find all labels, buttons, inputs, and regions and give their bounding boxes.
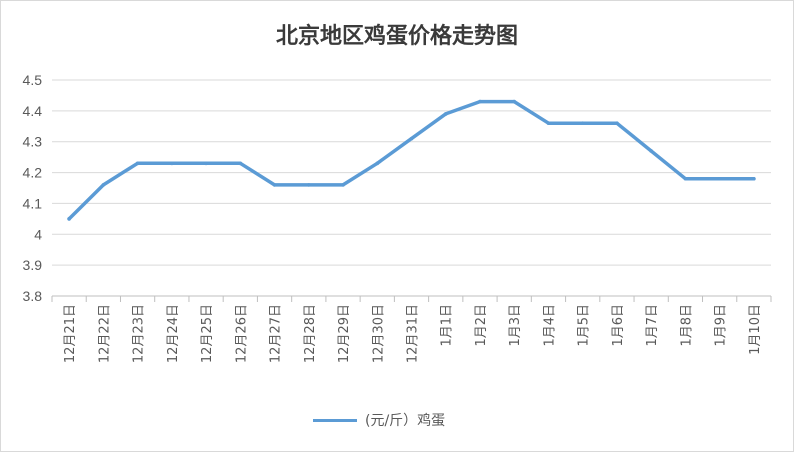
legend-swatch	[313, 418, 357, 422]
data-point	[649, 149, 653, 153]
x-tick-label: 1月2日	[474, 304, 489, 347]
chart-title: 北京地区鸡蛋价格走势图	[275, 24, 518, 49]
legend: (元/斤）鸡蛋	[313, 409, 445, 431]
data-point	[306, 183, 311, 187]
y-tick-label: 4.1	[23, 195, 43, 211]
y-tick-label: 4.4	[23, 103, 43, 119]
data-point	[341, 183, 345, 187]
series-line	[67, 99, 756, 221]
y-tick-label: 4	[34, 226, 42, 242]
data-point	[67, 217, 71, 221]
x-tick-label: 12月27日	[269, 304, 284, 363]
data-point	[238, 161, 243, 166]
data-point	[272, 183, 277, 187]
x-tick-label: 12月28日	[303, 304, 318, 363]
x-tick-label: 12月24日	[166, 304, 181, 363]
x-tick-label: 1月9日	[714, 304, 729, 347]
x-tick-label: 12月31日	[406, 304, 421, 363]
x-tick-label: 12月29日	[337, 304, 352, 363]
x-tick-label: 1月3日	[508, 304, 523, 347]
data-point	[375, 161, 380, 166]
y-tick-label: 4.2	[23, 165, 43, 181]
data-point	[204, 161, 208, 166]
data-point	[101, 183, 106, 187]
legend-label: (元/斤）鸡蛋	[365, 413, 446, 429]
data-point	[546, 121, 551, 125]
x-axis	[51, 296, 772, 302]
x-tick-label: 1月5日	[577, 304, 592, 347]
data-point	[717, 176, 722, 181]
y-axis-ticks: 3.8 3.9 4 4.1 4.2 4.3 4.4 4.5	[23, 72, 43, 304]
y-tick-label: 3.9	[23, 257, 43, 273]
x-axis-ticks: 12月21日 12月22日 12月23日 12月24日 12月25日 12月26日 12月2…	[63, 304, 763, 363]
data-point	[443, 112, 448, 116]
x-tick-label: 12月30日	[371, 304, 386, 363]
x-tick-label: 1月4日	[542, 304, 557, 347]
data-point	[615, 121, 619, 125]
series-group	[67, 99, 756, 221]
x-tick-label: 12月23日	[132, 304, 147, 363]
data-point	[170, 161, 174, 166]
gridlines	[52, 79, 771, 297]
x-tick-label: 12月21日	[63, 304, 78, 363]
x-tick-label: 1月7日	[645, 304, 660, 347]
x-tick-label: 1月1日	[440, 304, 455, 347]
data-point	[135, 161, 140, 166]
x-tick-label: 12月25日	[200, 304, 215, 363]
data-point	[409, 136, 414, 141]
y-tick-label: 4.3	[23, 134, 43, 150]
data-point	[512, 99, 517, 104]
y-tick-label: 4.5	[23, 72, 43, 88]
x-tick-label: 12月26日	[234, 304, 249, 363]
x-tick-label: 12月22日	[97, 304, 112, 363]
y-tick-label: 3.8	[23, 288, 43, 304]
data-point	[580, 121, 585, 125]
data-point	[478, 99, 482, 104]
data-point	[752, 176, 756, 181]
x-tick-label: 1月10日	[748, 304, 763, 355]
x-tick-label: 1月6日	[611, 304, 626, 347]
x-tick-label: 1月8日	[679, 304, 694, 347]
data-point	[683, 176, 688, 181]
